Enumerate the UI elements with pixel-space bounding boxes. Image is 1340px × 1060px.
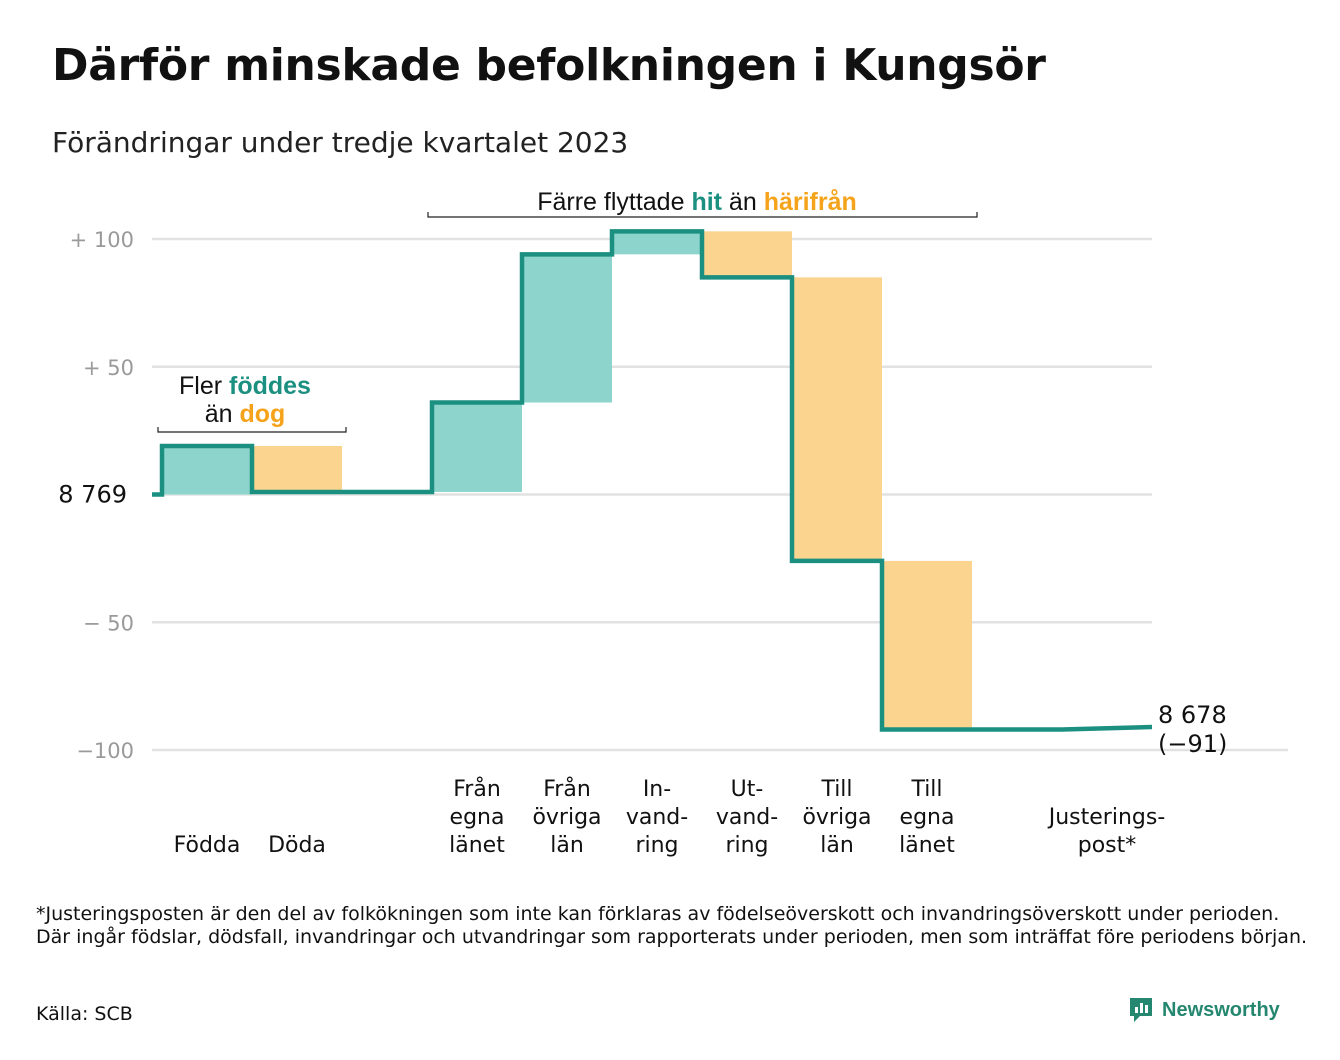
births-annotation-line1: Fler föddes	[179, 372, 311, 400]
category-label: ring	[635, 833, 678, 858]
moves-annotation: Färre flyttade hit än härifrån	[537, 188, 857, 216]
bar-döda	[252, 445, 342, 492]
ann-highlight-in: föddes	[229, 372, 311, 400]
bar-födda	[162, 445, 252, 495]
y-tick-label: − 50	[83, 611, 134, 635]
category-label: vand-	[716, 805, 778, 830]
category-label: vand-	[626, 805, 688, 830]
chart-title: Därför minskade befolkningen i Kungsör	[52, 40, 1046, 91]
category-label: In-	[643, 777, 671, 802]
bar-frånegnalänet	[432, 402, 522, 492]
ann-highlight-in: hit	[691, 188, 722, 216]
y-tick-label: −100	[76, 739, 134, 763]
source-note: Källa: SCB	[36, 1003, 133, 1025]
category-label: övriga	[802, 805, 871, 830]
bar-utvandring	[702, 231, 792, 278]
category-label: egna	[900, 805, 955, 830]
category-label: ring	[725, 833, 768, 858]
category-label: Till	[910, 777, 942, 802]
bar-tillövrigalän	[792, 277, 882, 561]
category-label: länet	[899, 833, 955, 858]
category-label: Från	[453, 776, 501, 802]
category-label: länet	[449, 833, 505, 858]
category-label: Justerings-	[1047, 805, 1166, 830]
y-tick-label: + 100	[70, 228, 134, 252]
ann-text: än	[205, 400, 240, 428]
category-label: övriga	[532, 805, 601, 830]
births-annotation-line2: än dog	[205, 400, 286, 428]
category-label: Födda	[174, 833, 241, 858]
baseline-label: 8 769	[58, 481, 127, 509]
line-layer	[152, 229, 1153, 732]
bar-invandring	[612, 231, 702, 255]
category-label: län	[550, 833, 584, 858]
end-value-label: 8 678	[1158, 701, 1227, 729]
label-layer: Födda Döda Från egna länet Från övriga län In-va…	[174, 701, 1228, 858]
category-label: Döda	[268, 833, 326, 858]
cumulative-line	[152, 229, 1153, 732]
category-label: egna	[450, 805, 505, 830]
ann-text: Fler	[179, 372, 229, 400]
ann-text: än	[722, 188, 764, 216]
bar-frånövrigalän	[522, 254, 612, 403]
bar-tillegnalänet	[882, 560, 972, 730]
chart-subtitle: Förändringar under tredje kvartalet 2023	[52, 126, 629, 159]
category-label: Till	[820, 777, 852, 802]
category-label: Från	[543, 776, 591, 802]
grid-layer: 8 769 + 100 + 50 − 50 −100	[58, 228, 1288, 763]
brand-logo: Newsworthy	[1128, 996, 1280, 1024]
category-label: Ut-	[731, 777, 764, 802]
footnote: *Justeringsposten är den del av folkökni…	[36, 903, 1308, 948]
ann-highlight-out: härifrån	[764, 188, 857, 216]
y-tick-label: + 50	[83, 356, 134, 380]
category-label: län	[820, 833, 854, 858]
moves-bracket	[427, 212, 978, 218]
ann-text: Färre flyttade	[537, 188, 691, 216]
births-bracket	[157, 427, 347, 433]
newsworthy-logo-icon	[1130, 998, 1152, 1022]
brand-name: Newsworthy	[1162, 998, 1280, 1021]
end-change-label: (−91)	[1158, 730, 1227, 758]
waterfall-chart: 8 769 + 100 + 50 − 50 −100 Födda Döda Från egna…	[58, 188, 1288, 858]
ann-highlight-out: dog	[239, 400, 285, 428]
bar-layer	[162, 231, 972, 730]
category-label: post*	[1078, 833, 1137, 858]
